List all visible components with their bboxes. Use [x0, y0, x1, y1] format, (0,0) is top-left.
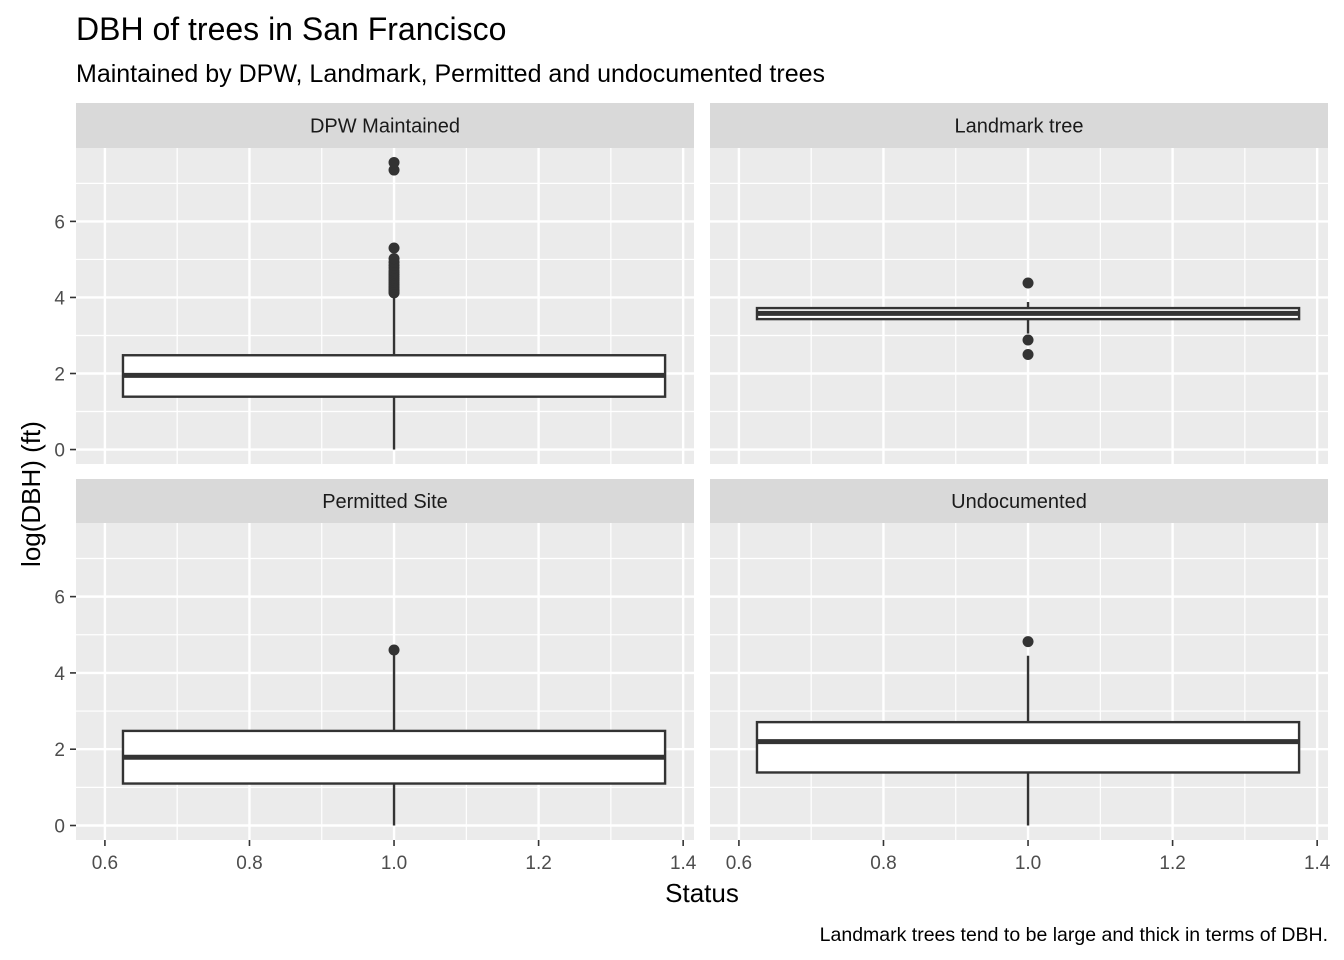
y-tick-label: 6 — [54, 212, 65, 233]
outlier-point — [1022, 636, 1034, 648]
chart-title: DBH of trees in San Francisco — [76, 11, 506, 47]
x-tick-label: 0.6 — [726, 853, 752, 874]
x-tick-label: 0.8 — [236, 853, 262, 874]
outlier-point — [388, 164, 400, 176]
outlier-point — [388, 644, 400, 656]
y-tick-label: 2 — [54, 740, 65, 761]
facet-panels: DPW Maintained 0 2 4 6 Landmark tree Permitted… — [54, 103, 1331, 874]
y-axis-title: log(DBH) (ft) — [16, 421, 46, 567]
x-axis-title: Status — [665, 878, 739, 908]
panel-background — [710, 523, 1328, 840]
x-tick-label: 0.6 — [92, 853, 118, 874]
facet-strip — [76, 479, 694, 523]
facet-strip-label: Undocumented — [951, 491, 1087, 513]
facet-strip-label: Permitted Site — [322, 491, 448, 513]
panel-background — [76, 523, 694, 840]
chart-subtitle: Maintained by DPW, Landmark, Permitted a… — [76, 60, 825, 88]
outlier-point — [388, 156, 400, 168]
outlier-point — [388, 253, 400, 265]
facet-panel: Landmark tree — [710, 103, 1328, 464]
facet-panel: Permitted Site 0 2 4 6 0.6 0.8 1.0 1.2 1.4 — [54, 479, 697, 874]
y-tick-label: 4 — [54, 664, 65, 685]
y-tick-label: 0 — [54, 441, 65, 462]
x-tick-label: 0.8 — [870, 853, 896, 874]
facet-strip — [76, 103, 694, 148]
facet-panel: DPW Maintained 0 2 4 6 — [54, 103, 694, 464]
x-tick-label: 1.0 — [1015, 853, 1041, 874]
facet-strip — [710, 479, 1328, 523]
facet-strip-label: Landmark tree — [955, 116, 1084, 138]
chart-caption: Landmark trees tend to be large and thic… — [820, 924, 1328, 946]
y-tick-label: 0 — [54, 817, 65, 838]
outlier-point — [1022, 277, 1034, 289]
outlier-point — [388, 242, 400, 254]
y-tick-label: 4 — [54, 288, 65, 309]
x-tick-label: 1.4 — [670, 853, 697, 874]
outlier-point — [1022, 334, 1034, 346]
y-tick-label: 6 — [54, 588, 65, 609]
facet-panel: Undocumented 0.6 0.8 1.0 1.2 1.4 — [710, 479, 1331, 874]
y-tick-label: 2 — [54, 364, 65, 385]
x-tick-label: 1.2 — [525, 853, 551, 874]
box-iqr — [755, 720, 1301, 774]
panel-background — [710, 148, 1328, 464]
x-tick-label: 1.4 — [1304, 853, 1331, 874]
x-tick-label: 1.0 — [381, 853, 407, 874]
outlier-point — [1022, 348, 1034, 360]
x-tick-label: 1.2 — [1159, 853, 1185, 874]
facet-strip — [710, 103, 1328, 148]
facet-strip-label: DPW Maintained — [310, 116, 460, 138]
panel-background — [76, 148, 694, 464]
